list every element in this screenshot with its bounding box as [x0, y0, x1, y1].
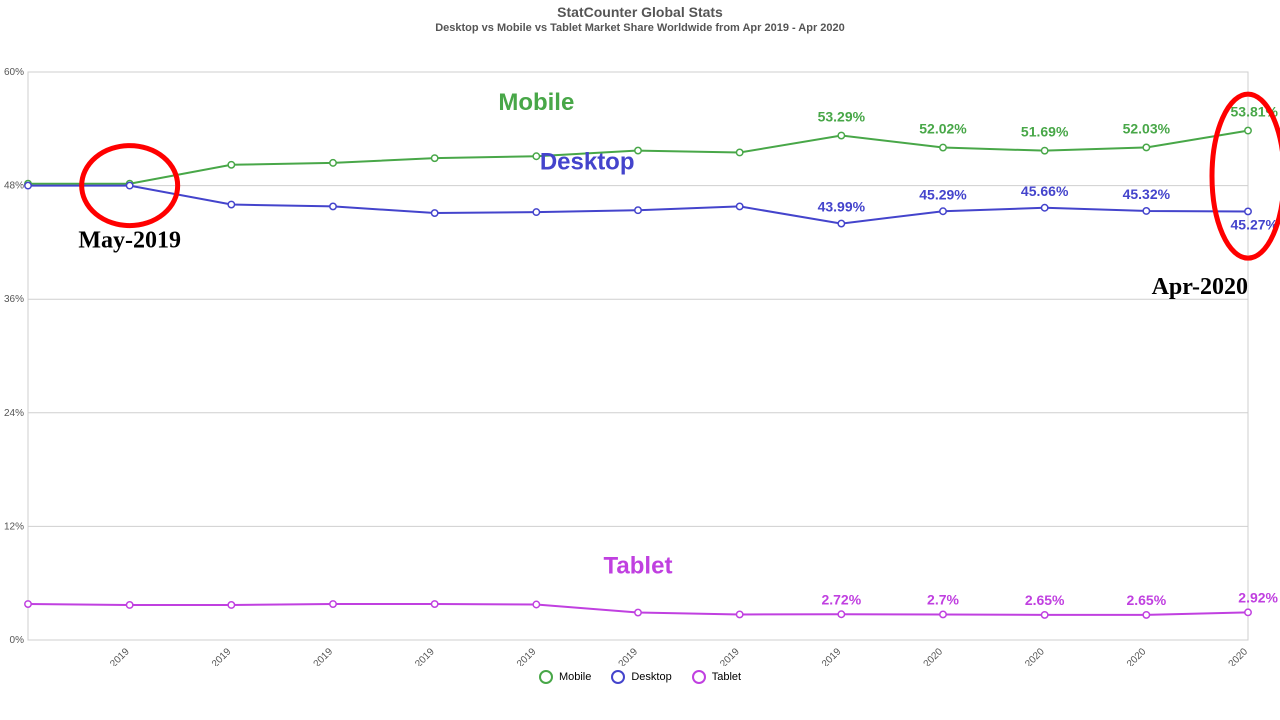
marker-mobile [1041, 147, 1047, 153]
value-label-mobile: 52.03% [1123, 120, 1171, 136]
x-tick-label: Apr 2020 [1214, 646, 1251, 666]
y-tick-label: 0% [10, 635, 25, 646]
marker-tablet [25, 601, 31, 607]
value-label-tablet: 2.72% [821, 591, 861, 607]
series-label-mobile: Mobile [498, 89, 574, 116]
y-tick-label: 60% [4, 67, 24, 78]
value-label-mobile: 51.69% [1021, 124, 1069, 140]
chart-area: 0% 12% 24% 36% 48% 60% May 2019 June 2019 July 2… [0, 36, 1280, 666]
legend-label: Desktop [631, 671, 671, 683]
x-tick-label: Sept 2019 [498, 646, 538, 666]
legend-swatch [539, 670, 553, 684]
marker-tablet [838, 611, 844, 617]
value-label-desktop: 45.32% [1123, 186, 1171, 202]
chart-svg: 0% 12% 24% 36% 48% 60% May 2019 June 2019 July 2… [0, 36, 1280, 666]
marker-tablet [940, 611, 946, 617]
x-tick-label: May 2019 [93, 646, 132, 666]
marker-desktop [431, 210, 437, 216]
marker-tablet [635, 609, 641, 615]
marker-mobile [431, 155, 437, 161]
marker-mobile [330, 160, 336, 166]
chart-subtitle: Desktop vs Mobile vs Tablet Market Share… [0, 22, 1280, 34]
series-label-tablet: Tablet [604, 553, 673, 580]
legend-label: Tablet [712, 671, 741, 683]
marker-desktop [940, 208, 946, 214]
y-tick-label: 48% [4, 181, 24, 192]
marker-mobile [228, 162, 234, 168]
marker-tablet [736, 611, 742, 617]
value-label-mobile: 53.29% [818, 109, 866, 125]
x-tick-label: Mar 2020 [1111, 646, 1149, 666]
marker-desktop [838, 220, 844, 226]
x-tick-label: Feb 2020 [1009, 646, 1047, 666]
marker-tablet [228, 602, 234, 608]
annotation-label: Apr-2020 [1152, 274, 1248, 300]
x-tick-label: June 2019 [193, 646, 234, 666]
legend-item-mobile: Mobile [539, 670, 591, 684]
y-tick-label: 12% [4, 521, 24, 532]
marker-tablet [330, 601, 336, 607]
legend: Mobile Desktop Tablet [0, 670, 1280, 687]
marker-mobile [533, 153, 539, 159]
legend-item-tablet: Tablet [692, 670, 741, 684]
annotation-label: May-2019 [78, 228, 181, 254]
value-label-tablet: 2.92% [1238, 589, 1278, 605]
marker-mobile [940, 144, 946, 150]
marker-tablet [533, 601, 539, 607]
value-label-desktop: 45.27% [1231, 216, 1279, 232]
value-label-tablet: 2.65% [1025, 592, 1065, 608]
marker-desktop [1143, 208, 1149, 214]
marker-tablet [431, 601, 437, 607]
marker-mobile [635, 147, 641, 153]
value-label-desktop: 43.99% [818, 199, 866, 215]
y-tick-label: 24% [4, 408, 24, 419]
x-tick-label: July 2019 [297, 646, 335, 666]
marker-mobile [736, 149, 742, 155]
legend-swatch [692, 670, 706, 684]
value-label-desktop: 45.29% [919, 186, 967, 202]
legend-swatch [611, 670, 625, 684]
marker-desktop [228, 201, 234, 207]
marker-mobile [838, 132, 844, 138]
marker-desktop [1245, 208, 1251, 214]
x-tick-label: Dec 2019 [805, 646, 843, 666]
marker-desktop [1041, 205, 1047, 211]
marker-tablet [1143, 612, 1149, 618]
x-tick-label: Nov 2019 [704, 646, 742, 666]
value-label-desktop: 45.66% [1021, 183, 1069, 199]
marker-desktop [25, 182, 31, 188]
chart-title: StatCounter Global Stats [0, 4, 1280, 20]
marker-desktop [330, 203, 336, 209]
value-label-tablet: 2.65% [1126, 592, 1166, 608]
marker-desktop [635, 207, 641, 213]
marker-mobile [1245, 127, 1251, 133]
legend-label: Mobile [559, 671, 591, 683]
x-tick-label: Aug 2019 [399, 646, 437, 666]
marker-tablet [1245, 609, 1251, 615]
x-tick-label: Jan 2020 [908, 646, 945, 666]
value-label-tablet: 2.7% [927, 591, 959, 607]
marker-desktop [126, 182, 132, 188]
marker-tablet [126, 602, 132, 608]
marker-mobile [1143, 144, 1149, 150]
marker-tablet [1041, 612, 1047, 618]
marker-desktop [533, 209, 539, 215]
y-tick-label: 36% [4, 294, 24, 305]
legend-item-desktop: Desktop [611, 670, 671, 684]
marker-desktop [736, 203, 742, 209]
x-tick-label: Oct 2019 [604, 646, 641, 666]
series-label-desktop: Desktop [540, 149, 635, 176]
value-label-mobile: 52.02% [919, 121, 967, 137]
